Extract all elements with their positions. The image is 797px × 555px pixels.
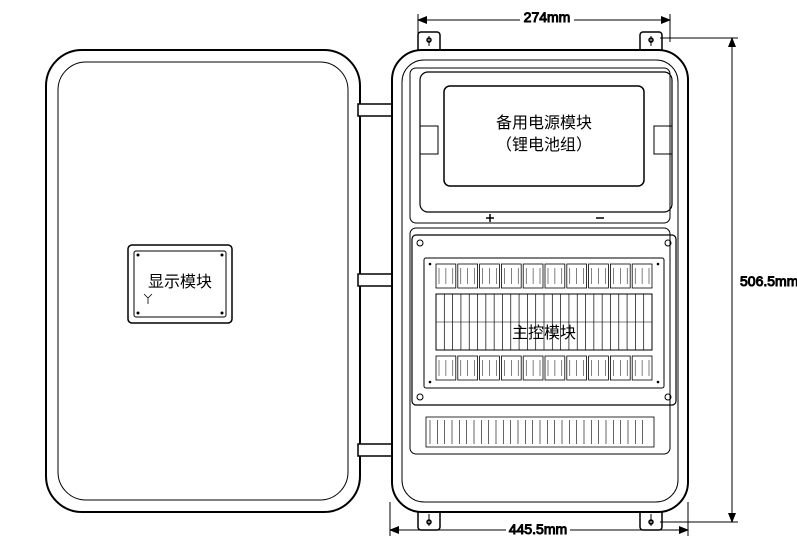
hinge-3 [358, 444, 392, 456]
hinge-1 [358, 104, 392, 116]
drawing-svg: 显示模块 备用电源模块 （锂电池组） [0, 0, 797, 555]
technical-drawing: 显示模块 备用电源模块 （锂电池组） [0, 0, 797, 555]
display-module: 显示模块 [128, 245, 232, 323]
display-module-label: 显示模块 [148, 273, 212, 291]
main-control-label: 主控模块 [512, 324, 576, 342]
hinge-2 [358, 274, 392, 286]
backup-power-label-2: （锂电池组） [496, 136, 592, 154]
hinges [358, 104, 392, 456]
dim-bottom: 445.5mm [509, 521, 567, 537]
right-body: 备用电源模块 （锂电池组） [392, 32, 688, 530]
dim-top: 274mm [524, 9, 571, 25]
left-door: 显示模块 [46, 50, 360, 512]
dim-right: 506.5mm [740, 273, 797, 289]
antenna-icon [144, 294, 152, 304]
backup-power-label-1: 备用电源模块 [496, 114, 592, 132]
